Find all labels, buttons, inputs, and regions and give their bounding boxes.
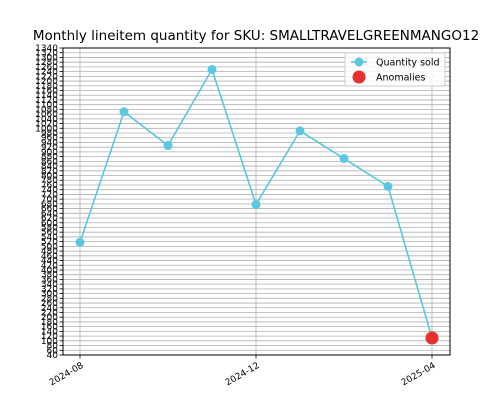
- x-axis: 2024-08 2024-12 2025-04: [48, 355, 438, 388]
- data-point: [295, 126, 305, 136]
- y-tick-label: 1180: [35, 82, 58, 92]
- y-tick-label: 980: [41, 129, 58, 139]
- y-tick-label: 120: [41, 332, 58, 342]
- y-tick-label: 80: [47, 342, 59, 352]
- data-point: [163, 141, 173, 151]
- y-tick-label: 800: [41, 172, 58, 182]
- y-tick-label: 760: [41, 181, 58, 191]
- legend: Quantity sold Anomalies: [344, 52, 446, 87]
- y-tick-label: 620: [41, 214, 58, 224]
- y-tick-label: 440: [41, 257, 58, 267]
- y-tick-label: 1120: [35, 96, 58, 106]
- y-tick-label: 480: [41, 247, 58, 257]
- grid-lines: [63, 47, 450, 356]
- y-tick-label: 60: [47, 346, 59, 356]
- y-tick-label: 460: [41, 252, 58, 262]
- y-tick-label: 400: [41, 266, 58, 276]
- x-tick-label: 2024-08: [48, 361, 86, 389]
- y-tick-label: 180: [41, 318, 58, 328]
- y-tick-label: 720: [41, 190, 58, 200]
- y-tick-label: 260: [41, 299, 58, 309]
- y-tick-label: 140: [41, 327, 58, 337]
- y-tick-label: 600: [41, 219, 58, 229]
- y-tick-label: 560: [41, 228, 58, 238]
- y-tick-label: 520: [41, 238, 58, 248]
- y-tick-label: 160: [41, 323, 58, 333]
- legend-anomaly-label: Anomalies: [376, 73, 426, 84]
- x-tick-label: 2024-12: [224, 361, 262, 388]
- y-tick-label: 660: [41, 205, 58, 215]
- y-tick-label: 200: [41, 313, 58, 323]
- chart-title: Monthly lineitem quantity for SKU: SMALL…: [33, 28, 479, 44]
- y-tick-label: 540: [41, 233, 58, 243]
- y-tick-label: 1320: [35, 49, 58, 59]
- data-point: [383, 181, 393, 191]
- data-point: [339, 154, 349, 164]
- y-tick-label: 300: [41, 290, 58, 300]
- legend-series-marker: [354, 57, 364, 67]
- y-tick-label: 360: [41, 275, 58, 285]
- y-tick-label: 680: [41, 200, 58, 210]
- data-point: [119, 107, 129, 117]
- y-tick-label: 1160: [35, 87, 58, 97]
- y-tick-label: 100: [41, 337, 58, 347]
- y-tick-label: 860: [41, 157, 58, 167]
- y-tick-label: 820: [41, 167, 58, 177]
- anomaly-layer: [425, 331, 439, 345]
- y-tick-label: 1280: [35, 58, 58, 68]
- y-tick-label: 420: [41, 261, 58, 271]
- y-tick-label: 580: [41, 223, 58, 233]
- y-tick-label: 1020: [35, 120, 58, 130]
- y-tick-label: 900: [41, 148, 58, 158]
- y-tick-label: 640: [41, 209, 58, 219]
- y-tick-label: 960: [41, 134, 58, 144]
- y-tick-label: 1080: [35, 105, 58, 115]
- y-tick-label: 1100: [35, 101, 58, 111]
- y-axis: 4060801001201401601802002202402602803003…: [35, 44, 63, 361]
- y-tick-label: 1140: [35, 91, 58, 101]
- y-tick-label: 320: [41, 285, 58, 295]
- y-tick-label: 1300: [35, 53, 58, 63]
- data-point: [207, 64, 217, 74]
- legend-anomaly-marker: [352, 70, 366, 84]
- y-tick-label: 1340: [35, 44, 58, 54]
- y-tick-label: 920: [41, 143, 58, 153]
- y-tick-label: 1040: [35, 115, 58, 125]
- anomaly-point: [425, 331, 439, 345]
- y-tick-label: 380: [41, 271, 58, 281]
- y-tick-label: 880: [41, 153, 58, 163]
- x-tick-label: 2025-04: [400, 361, 438, 389]
- y-tick-label: 1240: [35, 68, 58, 78]
- y-tick-label: 340: [41, 280, 58, 290]
- y-tick-label: 240: [41, 304, 58, 314]
- y-tick-label: 940: [41, 138, 58, 148]
- legend-box: [344, 52, 446, 87]
- y-tick-label: 1060: [35, 110, 58, 120]
- y-tick-label: 40: [47, 351, 59, 361]
- data-point: [75, 237, 85, 247]
- y-tick-label: 780: [41, 176, 58, 186]
- y-tick-label: 220: [41, 308, 58, 318]
- y-tick-label: 280: [41, 294, 58, 304]
- y-tick-label: 1260: [35, 63, 58, 73]
- y-tick-label: 500: [41, 242, 58, 252]
- y-tick-label: 1000: [35, 124, 58, 134]
- y-tick-label: 840: [41, 162, 58, 172]
- legend-series-label: Quantity sold: [376, 58, 440, 69]
- data-point: [251, 200, 261, 210]
- y-tick-label: 740: [41, 186, 58, 196]
- y-tick-label: 1200: [35, 77, 58, 87]
- y-tick-label: 1220: [35, 72, 58, 82]
- y-tick-label: 700: [41, 195, 58, 205]
- plot-area: [62, 47, 451, 356]
